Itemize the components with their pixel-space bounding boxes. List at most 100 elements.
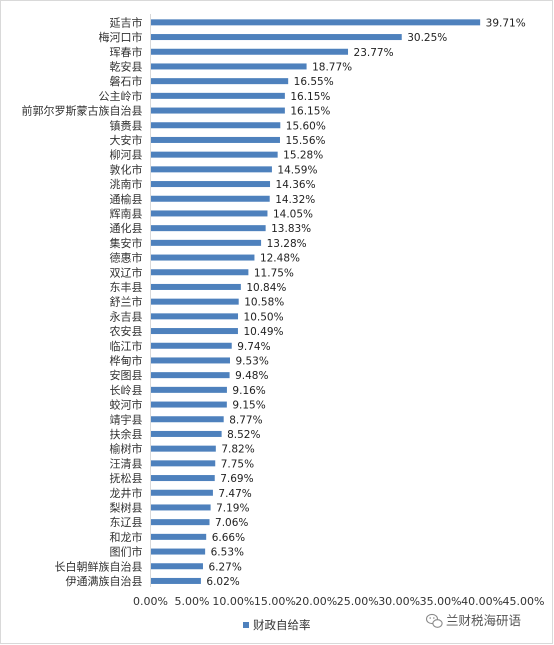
bar [151, 298, 239, 305]
legend-label: 财政自给率 [253, 618, 311, 632]
value-label: 14.36% [276, 179, 316, 191]
bar [151, 151, 278, 158]
value-label: 6.53% [211, 547, 244, 559]
value-label: 16.15% [290, 106, 330, 118]
value-label: 6.27% [208, 561, 241, 573]
value-label: 6.02% [206, 576, 239, 588]
value-label: 7.47% [218, 488, 251, 500]
value-label: 15.60% [286, 120, 326, 132]
value-label: 15.28% [283, 150, 323, 162]
bar [151, 283, 241, 290]
category-label: 抚松县 [110, 471, 143, 485]
bar [151, 107, 285, 114]
x-tick-label: 10.00% [212, 595, 254, 608]
category-label: 长白朝鲜族自治县 [55, 559, 143, 573]
value-label: 16.55% [294, 76, 334, 88]
category-label: 公主岭市 [99, 89, 143, 103]
value-label: 14.05% [273, 208, 313, 220]
category-label: 德惠市 [110, 251, 143, 265]
category-label: 永吉县 [110, 309, 143, 323]
bar [151, 254, 255, 261]
bar [151, 63, 307, 70]
category-label: 敦化市 [110, 162, 143, 176]
value-label: 23.77% [354, 47, 394, 59]
watermark: 兰财税海研语 [425, 613, 521, 628]
category-label: 东丰县 [110, 281, 143, 294]
category-label: 磐石市 [110, 74, 143, 88]
category-label: 靖宇县 [110, 413, 143, 426]
x-tick-label: 45.00% [503, 595, 545, 608]
value-labels: 39.71% 30.25% 23.77%18.77% 16.55% 16.15% 16.1… [206, 17, 525, 588]
category-label: 扶余县 [110, 427, 143, 441]
bar [151, 489, 213, 496]
value-label: 7.75% [221, 458, 254, 470]
value-label: 9.48% [235, 370, 268, 382]
category-label: 前郭尔罗斯蒙古族自治县 [22, 104, 143, 118]
x-tick-label: 25.00% [337, 595, 379, 608]
x-tick-label: 20.00% [295, 595, 337, 608]
value-label: 6.66% [212, 532, 245, 544]
bar [151, 533, 207, 540]
category-label: 农安县 [110, 324, 143, 338]
bar [151, 34, 402, 41]
category-label: 东辽县 [110, 516, 143, 529]
category-label: 乾安县 [110, 59, 143, 73]
bar [151, 357, 230, 364]
value-label: 7.82% [221, 444, 254, 456]
category-label: 安图县 [110, 368, 143, 382]
bar [151, 181, 271, 188]
value-label: 7.69% [220, 473, 253, 485]
value-label: 9.15% [232, 400, 265, 412]
category-label: 辉南县 [110, 207, 143, 220]
bar [151, 136, 280, 143]
bar [151, 372, 230, 379]
category-label: 汪清县 [110, 457, 143, 470]
category-label: 通化县 [110, 221, 143, 235]
category-label: 柳河县 [110, 148, 143, 162]
value-label: 9.16% [232, 385, 265, 397]
x-tick-labels: 0.00% 5.00% 10.00% 15.00% 20.00% 25.00% 30.00%… [133, 595, 544, 608]
category-label: 榆树市 [110, 442, 143, 456]
value-label: 8.77% [229, 414, 262, 426]
bar [151, 78, 289, 85]
bar [151, 122, 281, 129]
bar [151, 386, 227, 393]
bar [151, 166, 272, 173]
bar [151, 92, 285, 99]
x-tick-label: 0.00% [133, 595, 168, 608]
x-tick-label: 30.00% [378, 595, 420, 608]
value-label: 13.28% [267, 238, 307, 250]
bar [151, 225, 266, 232]
category-label: 蛟河市 [110, 398, 143, 412]
value-label: 10.58% [244, 297, 284, 309]
value-label: 9.74% [237, 341, 270, 353]
bar [151, 519, 210, 526]
bar [151, 269, 249, 276]
value-label: 10.84% [246, 282, 286, 294]
bar [151, 313, 239, 320]
bar [151, 342, 232, 349]
value-label: 11.75% [254, 267, 294, 279]
category-labels: 延吉市梅河口市珲春市乾安县磐石市公主岭市前郭尔罗斯蒙古族自治县镇赉县大安市柳河县… [22, 15, 143, 588]
category-label: 龙井市 [110, 486, 143, 500]
bar [151, 401, 227, 408]
category-label: 双辽市 [110, 265, 143, 279]
category-label: 洮南市 [110, 177, 143, 191]
bar [151, 19, 481, 26]
bar [151, 445, 216, 452]
bars-layer [151, 19, 481, 584]
x-tick-label: 5.00% [174, 595, 209, 608]
bar [151, 548, 206, 555]
bar [151, 239, 262, 246]
category-label: 珲春市 [110, 45, 143, 59]
legend-swatch [243, 622, 249, 628]
bar [151, 563, 203, 570]
category-label: 伊通满族自治县 [66, 574, 143, 588]
category-label: 梅河口市 [99, 30, 143, 44]
value-label: 9.53% [235, 355, 268, 367]
category-label: 和龙市 [110, 530, 143, 544]
bar [151, 460, 216, 467]
bar [151, 475, 215, 482]
value-label: 7.06% [215, 517, 248, 529]
bar [151, 504, 211, 511]
